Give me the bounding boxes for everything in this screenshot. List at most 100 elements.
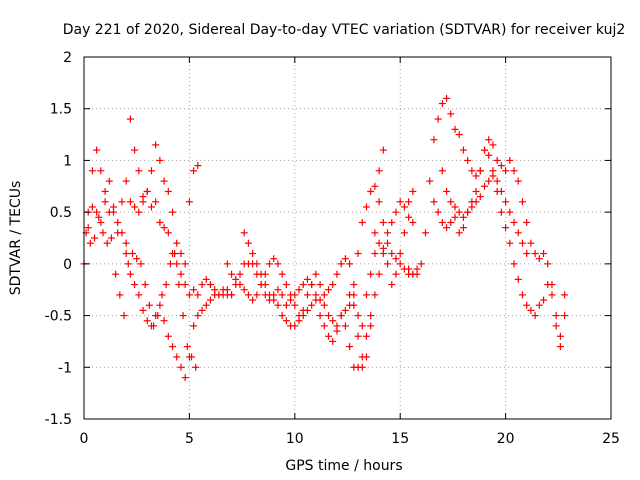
data-point — [544, 281, 552, 289]
data-point — [409, 218, 417, 226]
data-point — [320, 322, 328, 330]
data-point — [476, 193, 484, 201]
data-point — [464, 156, 472, 164]
data-point — [337, 260, 345, 268]
data-point — [506, 156, 514, 164]
data-point — [158, 291, 166, 299]
data-point — [371, 250, 379, 258]
data-point — [185, 353, 193, 361]
data-point — [548, 291, 556, 299]
data-point — [375, 270, 383, 278]
data-point — [164, 332, 172, 340]
data-point — [198, 306, 206, 314]
data-point — [455, 208, 463, 216]
data-point — [523, 218, 531, 226]
y-tick-label: -1.5 — [45, 412, 72, 428]
data-point — [206, 296, 214, 304]
data-point — [544, 260, 552, 268]
data-point — [367, 312, 375, 320]
series-trace-6 — [223, 146, 387, 371]
data-point — [552, 322, 560, 330]
data-point — [177, 363, 185, 371]
data-point — [329, 281, 337, 289]
data-point — [540, 250, 548, 258]
data-point — [131, 281, 139, 289]
data-point — [164, 229, 172, 237]
data-point — [93, 208, 101, 216]
data-point — [274, 286, 282, 294]
data-point — [156, 156, 164, 164]
y-tick-label: 0.5 — [50, 205, 72, 221]
data-point — [468, 167, 476, 175]
data-point — [451, 213, 459, 221]
data-point — [135, 291, 143, 299]
data-point — [126, 115, 134, 123]
data-point — [295, 286, 303, 294]
data-point — [244, 239, 252, 247]
data-point — [156, 218, 164, 226]
data-point — [126, 198, 134, 206]
data-point — [443, 224, 451, 232]
data-point — [392, 270, 400, 278]
data-point — [350, 301, 358, 309]
data-point — [185, 291, 193, 299]
data-point — [88, 203, 96, 211]
data-point — [95, 213, 103, 221]
data-point — [99, 229, 107, 237]
data-point — [173, 239, 181, 247]
data-point — [177, 250, 185, 258]
data-point — [202, 275, 210, 283]
data-point — [232, 275, 240, 283]
data-points — [80, 94, 569, 382]
data-point — [497, 208, 505, 216]
data-point — [510, 260, 518, 268]
data-point — [535, 255, 543, 263]
data-point — [346, 260, 354, 268]
data-point — [122, 239, 130, 247]
data-point — [523, 250, 531, 258]
data-point — [405, 213, 413, 221]
data-point — [464, 208, 472, 216]
data-point — [468, 198, 476, 206]
data-point — [396, 250, 404, 258]
data-point — [88, 167, 96, 175]
data-point — [249, 296, 257, 304]
data-point — [426, 177, 434, 185]
x-tick-labels: 0 5 10 15 20 25 — [80, 431, 620, 447]
y-tick-labels: -1.5 -1 -0.5 0 0.5 1 1.5 2 — [45, 50, 72, 428]
data-point — [405, 198, 413, 206]
data-point — [173, 353, 181, 361]
data-point — [131, 203, 139, 211]
data-point — [223, 260, 231, 268]
data-point — [133, 255, 141, 263]
plot-frame — [83, 56, 612, 420]
series-trace-7 — [405, 94, 569, 351]
data-point — [388, 250, 396, 258]
data-point — [194, 312, 202, 320]
data-point — [143, 317, 151, 325]
data-point — [514, 229, 522, 237]
series-trace-10 — [346, 187, 417, 330]
data-point — [472, 172, 480, 180]
data-point — [493, 177, 501, 185]
data-point — [160, 317, 168, 325]
y-tick-label: 1 — [63, 153, 72, 169]
data-point — [527, 239, 535, 247]
data-point — [514, 177, 522, 185]
data-point — [190, 286, 198, 294]
data-point — [236, 281, 244, 289]
data-point — [329, 317, 337, 325]
data-point — [253, 291, 261, 299]
data-point — [169, 208, 177, 216]
data-point — [166, 260, 174, 268]
data-point — [228, 270, 236, 278]
data-point — [152, 312, 160, 320]
data-point — [139, 198, 147, 206]
data-point — [489, 141, 497, 149]
data-point — [400, 203, 408, 211]
data-point — [561, 291, 569, 299]
data-point — [438, 100, 446, 108]
data-point — [518, 239, 526, 247]
data-point — [175, 281, 183, 289]
data-point — [114, 229, 122, 237]
